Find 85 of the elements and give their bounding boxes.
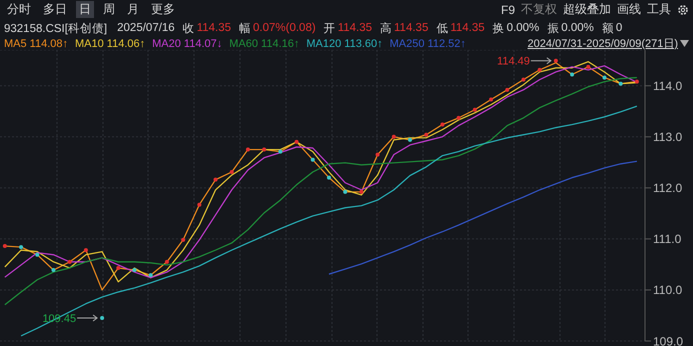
text: MA10 114.06↑	[75, 38, 146, 50]
point	[634, 80, 639, 84]
point	[489, 98, 494, 102]
point	[521, 78, 526, 82]
point	[376, 152, 380, 157]
point	[554, 58, 558, 63]
text: 额	[602, 22, 614, 36]
point	[262, 148, 266, 152]
text: 114.35	[196, 22, 232, 34]
text: 分时	[6, 1, 32, 18]
text: 0.00%	[561, 22, 594, 34]
point	[326, 176, 331, 180]
text: 换	[492, 22, 505, 36]
annotation: 114.49	[497, 56, 530, 68]
y-tick-label: 110.0	[653, 283, 682, 298]
point	[359, 190, 364, 194]
point	[246, 148, 250, 152]
text: 低	[436, 22, 448, 36]
point	[392, 134, 396, 139]
point	[51, 268, 56, 272]
text: 0.07%(0.08)	[253, 22, 316, 34]
point	[181, 238, 186, 242]
point	[197, 202, 202, 207]
chart-title: 932158.CSI[科创债]	[4, 22, 108, 36]
text: MA60 114.16↑	[229, 38, 300, 50]
text: MA120 113.60↑	[306, 38, 383, 50]
point	[19, 245, 24, 250]
text: MA250 112.52↑	[390, 38, 466, 50]
y-tick-label: 111.0	[653, 232, 682, 246]
point	[343, 190, 348, 194]
point	[164, 260, 169, 264]
line-series	[328, 160, 638, 275]
text: 幅	[239, 22, 252, 36]
text: 多日	[42, 1, 68, 18]
text: 画线	[617, 1, 641, 18]
text: MA20 114.07↓	[152, 38, 222, 50]
y-tick-label: 109.0	[653, 334, 684, 346]
text: 月	[126, 1, 140, 18]
text: MA5 114.08↑	[4, 38, 68, 50]
point	[230, 170, 234, 174]
text: 超级叠加	[563, 1, 611, 18]
point	[408, 138, 412, 142]
point	[214, 178, 218, 182]
text: 工具	[647, 1, 671, 18]
text: 不复权	[521, 1, 557, 18]
point	[2, 244, 7, 248]
point	[538, 68, 542, 72]
point	[570, 72, 574, 77]
y-tick-label: 113.0	[653, 130, 682, 144]
text: F9	[500, 2, 515, 16]
point	[586, 64, 590, 69]
point	[68, 260, 72, 264]
point	[84, 248, 88, 252]
text: 收	[182, 22, 195, 36]
point	[278, 150, 282, 154]
point	[618, 82, 623, 86]
text: 周	[102, 1, 116, 18]
text: 2025/07/16	[117, 22, 175, 34]
point	[294, 140, 299, 144]
point	[116, 266, 120, 270]
text: 0.00%	[506, 22, 540, 34]
text: 高	[380, 21, 392, 36]
text: 114.35	[338, 22, 372, 34]
text: 更多	[150, 1, 176, 18]
point	[100, 316, 104, 320]
annotation: 2024/07/31-2025/09/09(271日)	[528, 37, 678, 51]
point	[148, 273, 153, 278]
point	[424, 132, 428, 137]
text: 0	[616, 22, 622, 34]
point	[472, 108, 477, 112]
text: 114.35	[450, 22, 485, 34]
text: 开	[324, 22, 336, 36]
point	[310, 158, 315, 162]
y-tick-label: 114.0	[653, 78, 682, 93]
point	[440, 122, 444, 127]
point	[456, 116, 461, 120]
point	[505, 88, 510, 92]
text: 日	[76, 1, 94, 18]
point	[602, 76, 606, 80]
point	[35, 252, 40, 257]
point	[132, 268, 137, 272]
text: 振	[547, 22, 560, 36]
line-series	[20, 106, 638, 336]
y-tick-label: 112.0	[653, 181, 682, 196]
text: 114.35	[394, 22, 428, 34]
